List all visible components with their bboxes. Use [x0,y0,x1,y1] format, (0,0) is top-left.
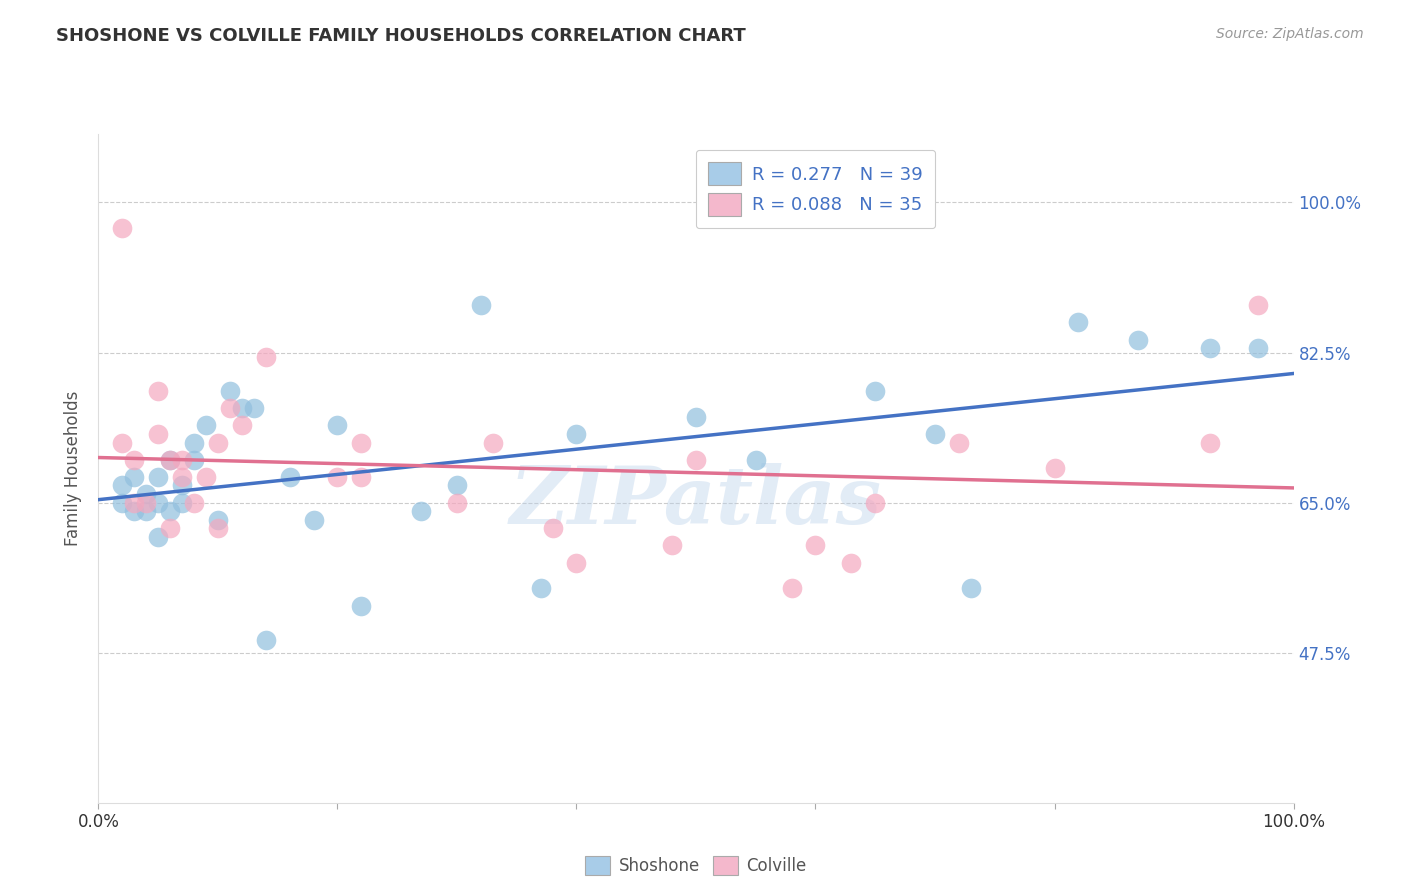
Point [111,221,134,235]
Point [1067,316,1090,330]
Point [446,478,468,492]
Point [254,350,277,364]
Point [350,599,373,613]
Point [948,435,970,450]
Point [148,427,170,442]
Point [172,495,194,509]
Point [1043,461,1066,475]
Point [745,452,768,467]
Point [470,298,492,312]
Point [124,470,146,484]
Text: ZIPatlas: ZIPatlas [510,463,882,541]
Point [243,401,266,416]
Point [863,384,887,398]
Point [685,452,707,467]
Point [183,452,205,467]
Text: SHOSHONE VS COLVILLE FAMILY HOUSEHOLDS CORRELATION CHART: SHOSHONE VS COLVILLE FAMILY HOUSEHOLDS C… [56,27,747,45]
Point [541,521,564,535]
Point [1198,435,1220,450]
Point [172,470,194,484]
Point [841,556,863,570]
Point [685,409,707,424]
Point [111,478,134,492]
Point [1128,333,1150,347]
Point [481,435,505,450]
Point [194,418,218,433]
Point [219,401,242,416]
Point [1246,341,1268,355]
Point [804,539,827,553]
Point [159,504,181,518]
Point [183,435,205,450]
Y-axis label: Family Households: Family Households [65,391,83,546]
Point [924,427,946,442]
Point [219,384,242,398]
Point [326,470,349,484]
Point [124,504,146,518]
Point [207,435,229,450]
Point [207,513,229,527]
Text: Source: ZipAtlas.com: Source: ZipAtlas.com [1216,27,1364,41]
Legend: Shoshone, Colville: Shoshone, Colville [578,849,814,881]
Point [231,401,253,416]
Point [302,513,325,527]
Point [780,582,803,596]
Point [661,539,683,553]
Point [148,384,170,398]
Point [159,452,181,467]
Point [148,495,170,509]
Point [1246,298,1268,312]
Point [231,418,253,433]
Point [446,495,468,509]
Point [111,495,134,509]
Point [254,632,277,647]
Point [1198,341,1220,355]
Point [148,470,170,484]
Point [194,470,218,484]
Point [959,582,981,596]
Point [529,582,551,596]
Point [411,504,433,518]
Point [183,495,205,509]
Point [278,470,301,484]
Point [148,530,170,544]
Point [135,487,157,501]
Point [159,452,181,467]
Point [350,435,373,450]
Point [159,521,181,535]
Point [172,478,194,492]
Point [124,452,146,467]
Point [135,504,157,518]
Point [565,427,588,442]
Point [111,435,134,450]
Point [124,495,146,509]
Point [350,470,373,484]
Point [565,556,588,570]
Point [207,521,229,535]
Point [135,495,157,509]
Point [863,495,887,509]
Point [172,452,194,467]
Point [326,418,349,433]
